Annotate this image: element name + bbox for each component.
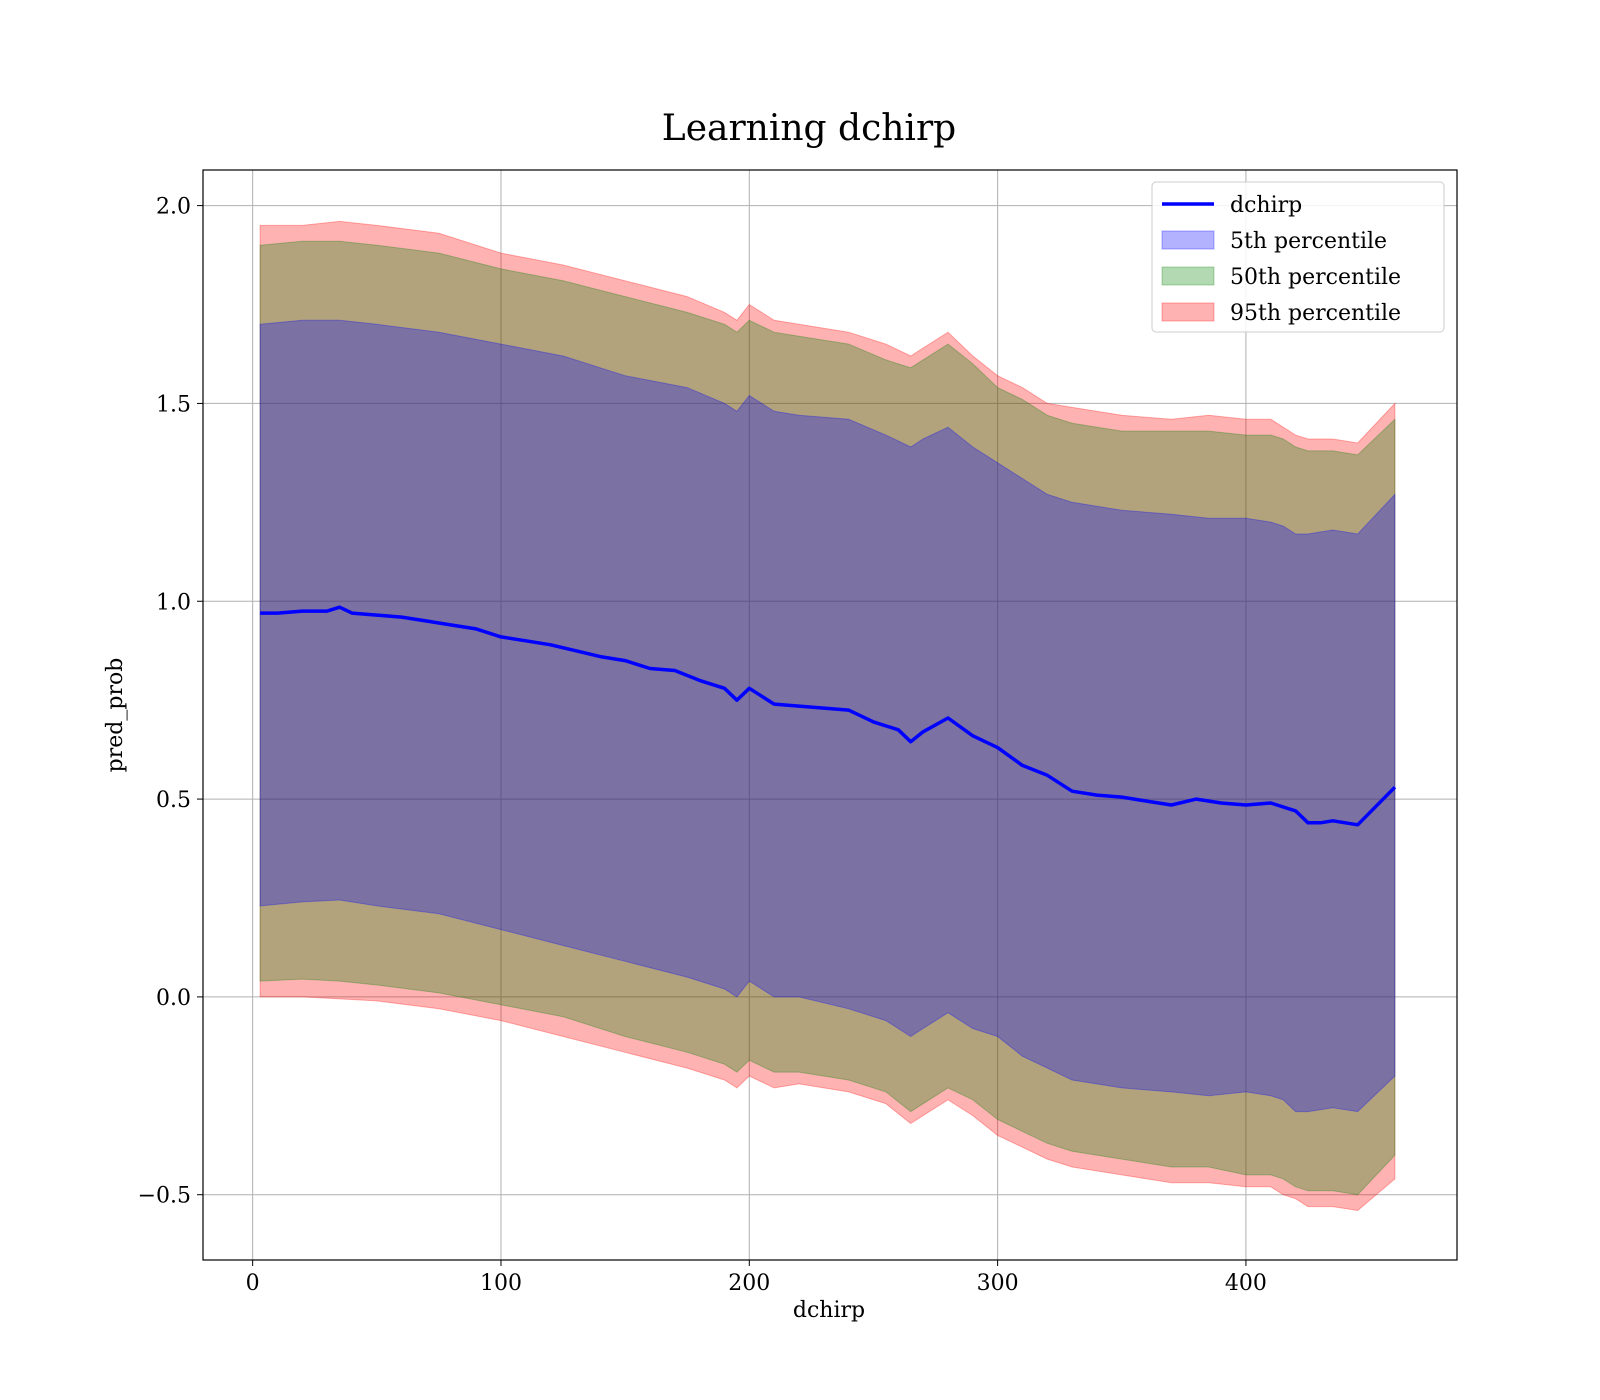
series-lines	[260, 605, 1397, 827]
x-tick-label-3: 300	[977, 1271, 1019, 1296]
legend-label-3: 95th percentile	[1230, 301, 1401, 326]
x-axis-label: dchirp	[793, 1298, 865, 1323]
legend-item-2: 50th percentile	[1161, 265, 1401, 290]
y-tick-label-5: 2.0	[156, 195, 191, 220]
band-5th-percentile	[259, 319, 1396, 1113]
band-50th-percentile	[259, 240, 1396, 1196]
legend-label-0: dchirp	[1230, 193, 1302, 218]
legend-box	[1151, 181, 1445, 333]
y-tick-label-1: 0.0	[156, 986, 191, 1011]
legend-label-1: 5th percentile	[1230, 229, 1387, 254]
legend-swatch-patch	[1161, 230, 1215, 250]
plot-frame	[202, 169, 1458, 1261]
x-tick-label-1: 100	[480, 1271, 522, 1296]
y-tick-label-4: 1.5	[156, 392, 191, 417]
grid-lines	[203, 170, 1457, 1260]
x-tick-label-2: 200	[728, 1271, 770, 1296]
y-axis-label: pred_prob	[103, 658, 128, 773]
legend-item-0: dchirp	[1162, 193, 1302, 218]
legend-item-1: 5th percentile	[1161, 229, 1387, 254]
series-line-dchirp	[260, 605, 1397, 827]
chart-title: Learning dchirp	[662, 108, 956, 149]
y-axis-ticks: −0.5 0.0 0.5 1.0 1.5 2.0	[138, 195, 203, 1209]
y-tick-label-3: 1.0	[156, 590, 191, 615]
band-95th-percentile	[259, 220, 1396, 1212]
legend-swatch-patch	[1161, 266, 1215, 286]
percentile-bands	[259, 220, 1396, 1212]
x-axis-ticks: 0 100 200 300 400	[246, 1260, 1267, 1296]
y-tick-label-2: 0.5	[156, 788, 191, 813]
legend-item-3: 95th percentile	[1161, 301, 1401, 326]
x-tick-label-0: 0	[246, 1271, 260, 1296]
legend-swatch-patch	[1161, 302, 1215, 322]
x-tick-label-4: 400	[1225, 1271, 1267, 1296]
legend-label-2: 50th percentile	[1230, 265, 1401, 290]
y-tick-label-0: −0.5	[138, 1184, 191, 1209]
legend: dchirp 5th percentile 50th percentile 95th …	[1151, 181, 1445, 333]
